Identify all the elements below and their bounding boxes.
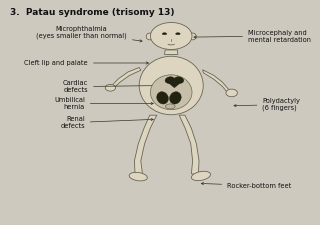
Text: Microcephaly and
mental retardation: Microcephaly and mental retardation — [194, 29, 311, 43]
Polygon shape — [112, 68, 141, 88]
Ellipse shape — [191, 171, 211, 181]
Text: Renal
defects: Renal defects — [60, 116, 153, 129]
Ellipse shape — [176, 33, 180, 35]
Ellipse shape — [150, 22, 192, 50]
Ellipse shape — [189, 33, 196, 40]
Ellipse shape — [174, 77, 184, 83]
Ellipse shape — [170, 92, 181, 104]
Polygon shape — [167, 81, 182, 88]
Ellipse shape — [150, 75, 192, 110]
Ellipse shape — [157, 92, 168, 104]
Ellipse shape — [162, 33, 167, 35]
Ellipse shape — [165, 77, 175, 83]
Polygon shape — [134, 115, 157, 174]
Text: Cardiac
defects: Cardiac defects — [63, 80, 161, 93]
Text: Microphthalmia
(eyes smaller than normal): Microphthalmia (eyes smaller than normal… — [36, 26, 142, 42]
Polygon shape — [164, 50, 178, 54]
Ellipse shape — [139, 56, 203, 115]
Ellipse shape — [105, 84, 116, 91]
Ellipse shape — [146, 33, 153, 40]
Text: Cleft lip and palate: Cleft lip and palate — [24, 60, 148, 66]
Ellipse shape — [129, 172, 147, 181]
Ellipse shape — [165, 104, 175, 109]
Text: 3.  Patau syndrome (trisomy 13): 3. Patau syndrome (trisomy 13) — [10, 8, 174, 17]
Polygon shape — [179, 115, 199, 174]
Ellipse shape — [226, 89, 237, 97]
Polygon shape — [203, 70, 230, 92]
Text: Umbilical
hernia: Umbilical hernia — [54, 97, 153, 110]
Text: Polydactyly
(6 fingers): Polydactyly (6 fingers) — [234, 98, 300, 111]
Text: Rocker-bottom feet: Rocker-bottom feet — [201, 182, 292, 189]
